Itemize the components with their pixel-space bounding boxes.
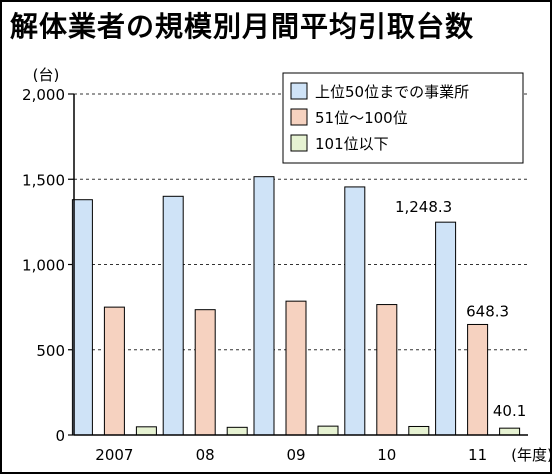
y-axis-unit: (台) <box>33 66 60 84</box>
chart-title: 解体業者の規模別月間平均引取台数 <box>10 10 475 43</box>
bar <box>194 309 216 436</box>
bar <box>285 300 307 436</box>
bar <box>376 304 398 436</box>
bar <box>408 425 430 436</box>
bar <box>135 426 157 436</box>
legend-box <box>282 72 524 164</box>
bar <box>253 176 275 436</box>
bar <box>103 306 125 436</box>
legend-label: 上位50位までの事業所 <box>315 83 469 101</box>
legend-label: 51位〜100位 <box>315 109 408 127</box>
bar <box>467 323 489 436</box>
bar <box>344 186 366 436</box>
bar <box>226 426 248 436</box>
bar <box>317 425 339 436</box>
y-tick-label: 1,500 <box>22 171 65 189</box>
x-tick-label: 2007 <box>95 446 133 464</box>
x-axis-unit: (年度) <box>511 446 550 464</box>
x-tick-label: 08 <box>196 446 215 464</box>
bar <box>435 221 457 436</box>
data-label: 1,248.3 <box>395 198 452 216</box>
legend-swatch <box>290 82 308 100</box>
y-tick-label: 1,000 <box>22 257 65 275</box>
y-tick-label: 500 <box>36 342 65 360</box>
y-tick-label: 0 <box>55 427 65 445</box>
bar <box>162 195 184 436</box>
y-tick-label: 2,000 <box>22 86 65 104</box>
legend-swatch <box>290 108 308 126</box>
x-tick-label: 09 <box>286 446 305 464</box>
data-label: 40.1 <box>493 402 526 420</box>
legend-label: 101位以下 <box>315 135 389 153</box>
x-tick-label: 11 <box>468 446 487 464</box>
bar <box>71 199 93 436</box>
bar <box>499 427 521 436</box>
x-tick-label: 10 <box>377 446 396 464</box>
legend-swatch <box>290 134 308 152</box>
data-label: 648.3 <box>466 302 509 320</box>
